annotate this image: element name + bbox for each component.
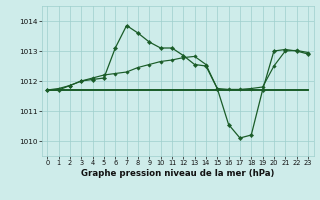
X-axis label: Graphe pression niveau de la mer (hPa): Graphe pression niveau de la mer (hPa)	[81, 169, 274, 178]
